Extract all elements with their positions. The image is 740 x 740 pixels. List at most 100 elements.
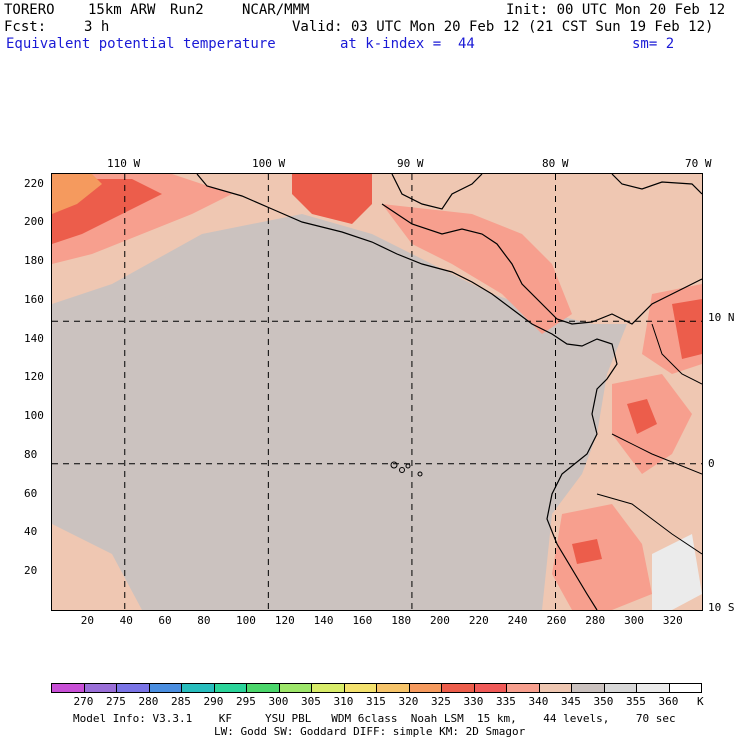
- colorbar-label: 280: [138, 695, 159, 708]
- shade-band-320-nw: [52, 174, 102, 214]
- colorbar-swatch: [506, 683, 540, 693]
- x-grid-label: 280: [585, 614, 606, 627]
- lat-lon-gridlines: [52, 174, 702, 610]
- colorbar-label: 310: [333, 695, 354, 708]
- colorbar-label: 270: [73, 695, 94, 708]
- longitude-label: 100 W: [252, 157, 286, 170]
- x-grid-label: 60: [158, 614, 172, 627]
- org-label: NCAR/MMM: [242, 2, 310, 18]
- shade-band-340-central: [382, 204, 572, 334]
- y-grid-label: 80: [24, 447, 38, 461]
- colorbar-swatch: [538, 683, 572, 693]
- colorbar-label: 305: [301, 695, 321, 708]
- y-grid-label: 140: [24, 331, 44, 345]
- longitude-label: 90 W: [397, 157, 424, 170]
- map-canvas: [52, 174, 702, 610]
- shade-band-gray: [52, 254, 592, 610]
- colorbar-swatch: [148, 683, 182, 693]
- resolution-label: 15km ARW: [88, 2, 156, 18]
- y-grid-label: 180: [24, 254, 44, 268]
- shade-band-340-south: [52, 524, 142, 610]
- colorbar-swatch: [278, 683, 312, 693]
- colorbar-label: 340: [528, 695, 549, 708]
- shade-band-355-highlands: [652, 534, 702, 610]
- longitude-label: 110 W: [107, 157, 141, 170]
- colorbar-label: 275: [106, 695, 126, 708]
- x-grid-label: 120: [274, 614, 295, 627]
- colorbar-label: 330: [463, 695, 484, 708]
- y-grid-label: 220: [24, 176, 44, 190]
- colorbar-label: 350: [593, 695, 614, 708]
- longitude-label: 70 W: [685, 157, 712, 170]
- colorbar-swatch: [51, 683, 85, 693]
- x-grid-label: 180: [391, 614, 412, 627]
- x-grid-label: 140: [313, 614, 334, 627]
- colorbar-unit: K: [697, 695, 704, 708]
- longitude-label: 80 W: [542, 157, 569, 170]
- colorbar-label: 360: [658, 695, 679, 708]
- equivalent-potential-temperature-map: [51, 173, 703, 611]
- shade-band-330-andes: [672, 299, 702, 359]
- latitude-label: 0: [708, 457, 715, 470]
- colorbar-swatch: [441, 683, 475, 693]
- colorbar-swatch: [213, 683, 247, 693]
- shade-band-330-peru: [572, 539, 602, 564]
- border-andes: [596, 323, 702, 555]
- colorbar-label: 295: [236, 695, 256, 708]
- forecast-label: Fcst:: [4, 19, 47, 35]
- run-label: Run2: [170, 2, 204, 18]
- x-grid-label: 240: [507, 614, 528, 627]
- colorbar-swatch: [668, 683, 702, 693]
- valid-time: Valid: 03 UTC Mon 20 Feb 12 (21 CST Sun …: [292, 19, 714, 35]
- y-grid-label: 40: [24, 525, 38, 539]
- x-grid-label: 300: [624, 614, 644, 627]
- x-grid-label: 20: [80, 614, 95, 627]
- shade-band-330-andes-mid: [627, 399, 657, 434]
- coastline: [196, 174, 618, 610]
- x-grid-label: 160: [352, 614, 373, 627]
- colorbar-swatch: [181, 683, 215, 693]
- colorbar-swatch: [83, 683, 117, 693]
- y-grid-label: 100: [24, 409, 44, 423]
- x-grid-label: 320: [662, 614, 683, 627]
- field-name: Equivalent potential temperature: [6, 36, 276, 52]
- x-grid-label: 220: [468, 614, 489, 627]
- y-grid-label: 20: [24, 564, 38, 578]
- colorbar-swatch: [116, 683, 150, 693]
- latitude-label: 10 N: [708, 311, 735, 324]
- colorbar-swatch: [376, 683, 410, 693]
- colorbar-label: 325: [431, 695, 451, 708]
- model-name: TORERO: [4, 2, 55, 18]
- colorbar-swatch: [408, 683, 442, 693]
- y-grid-label: 120: [24, 370, 44, 384]
- coastline-caribbean: [381, 203, 702, 325]
- colorbar-label: 355: [626, 695, 646, 708]
- model-info: Model Info: V3.3.1 KF YSU PBL WDM 6class…: [73, 712, 676, 725]
- colorbar-label: 320: [398, 695, 419, 708]
- colorbar-swatch: [246, 683, 280, 693]
- colorbar-label: 345: [561, 695, 581, 708]
- latitude-label: 10 S: [708, 601, 735, 614]
- colorbar-swatch: [636, 683, 670, 693]
- colorbar-label: 315: [366, 695, 386, 708]
- shade-band-335-north: [292, 174, 372, 224]
- colorbar-swatch: [571, 683, 605, 693]
- y-grid-label: 60: [24, 486, 38, 500]
- colorbar-swatch: [343, 683, 377, 693]
- colorbar-label: 290: [203, 695, 224, 708]
- x-grid-label: 40: [119, 614, 133, 627]
- colorbar-swatch: [311, 683, 345, 693]
- y-grid-label: 200: [24, 215, 44, 229]
- coastline-gulf: [611, 174, 702, 195]
- x-grid-label: 200: [430, 614, 450, 627]
- shade-band-340-peru: [552, 504, 652, 610]
- forecast-hour: 3 h: [84, 19, 110, 35]
- x-grid-label: 100: [236, 614, 256, 627]
- colorbar-label: 300: [268, 695, 289, 708]
- colorbar-label: 335: [496, 695, 516, 708]
- colorbar-label: 285: [171, 695, 191, 708]
- init-time: Init: 00 UTC Mon 20 Feb 12: [506, 2, 726, 18]
- x-grid-label: 260: [546, 614, 567, 627]
- colorbar-swatch: [603, 683, 637, 693]
- physics-info: LW: Godd SW: Goddard DIFF: simple KM: 2D…: [214, 725, 526, 738]
